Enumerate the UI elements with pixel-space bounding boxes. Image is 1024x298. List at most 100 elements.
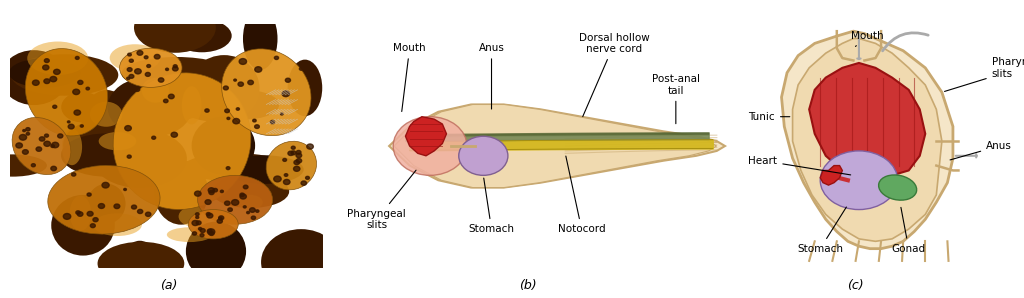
Circle shape: [301, 181, 306, 185]
Circle shape: [281, 113, 283, 115]
Ellipse shape: [118, 83, 215, 121]
Circle shape: [226, 167, 230, 170]
Text: (b): (b): [518, 279, 537, 292]
Circle shape: [294, 160, 300, 164]
Ellipse shape: [61, 92, 103, 122]
Circle shape: [27, 133, 30, 135]
Ellipse shape: [97, 242, 184, 285]
Circle shape: [247, 212, 250, 214]
Circle shape: [296, 150, 301, 154]
Ellipse shape: [211, 175, 289, 208]
Circle shape: [63, 213, 71, 219]
Circle shape: [296, 153, 302, 158]
Circle shape: [251, 216, 256, 219]
Circle shape: [164, 99, 168, 103]
Circle shape: [209, 232, 214, 235]
Circle shape: [145, 212, 151, 216]
Circle shape: [299, 67, 303, 70]
Circle shape: [284, 179, 290, 184]
Circle shape: [291, 146, 295, 149]
Ellipse shape: [288, 60, 323, 116]
Ellipse shape: [188, 209, 239, 239]
Circle shape: [76, 211, 80, 214]
Circle shape: [19, 134, 27, 140]
Circle shape: [220, 190, 223, 193]
Circle shape: [87, 193, 91, 196]
Ellipse shape: [182, 86, 202, 125]
Ellipse shape: [198, 175, 272, 224]
Circle shape: [173, 65, 177, 68]
Circle shape: [114, 204, 120, 209]
Circle shape: [291, 151, 296, 155]
Circle shape: [256, 210, 259, 212]
Circle shape: [159, 78, 164, 82]
Ellipse shape: [177, 86, 264, 122]
Circle shape: [155, 55, 160, 59]
Ellipse shape: [61, 129, 82, 165]
Circle shape: [231, 200, 239, 205]
Polygon shape: [394, 105, 717, 187]
Circle shape: [270, 120, 274, 124]
Circle shape: [240, 193, 245, 196]
Ellipse shape: [93, 129, 187, 188]
Ellipse shape: [225, 155, 304, 184]
Circle shape: [283, 159, 287, 162]
Circle shape: [213, 188, 217, 192]
Circle shape: [237, 108, 240, 110]
Circle shape: [135, 88, 139, 91]
Circle shape: [93, 218, 98, 222]
Circle shape: [77, 212, 83, 216]
Ellipse shape: [26, 49, 108, 136]
Circle shape: [250, 208, 255, 212]
Circle shape: [255, 125, 259, 128]
Circle shape: [209, 190, 214, 195]
Ellipse shape: [186, 222, 246, 281]
Circle shape: [127, 68, 132, 72]
Circle shape: [224, 201, 230, 205]
Circle shape: [68, 121, 70, 123]
Ellipse shape: [172, 19, 231, 52]
Ellipse shape: [1, 50, 68, 105]
Text: Pharyngeal
slits: Pharyngeal slits: [944, 57, 1024, 91]
Circle shape: [193, 221, 199, 226]
Circle shape: [80, 125, 83, 127]
Ellipse shape: [28, 41, 88, 75]
Text: Post-anal
tail: Post-anal tail: [652, 74, 699, 124]
Ellipse shape: [221, 49, 311, 136]
Circle shape: [200, 229, 205, 232]
Ellipse shape: [134, 2, 216, 53]
Circle shape: [207, 213, 213, 218]
Circle shape: [36, 147, 42, 151]
Circle shape: [39, 137, 45, 141]
Circle shape: [44, 79, 50, 83]
Circle shape: [193, 232, 197, 235]
Circle shape: [168, 94, 174, 99]
Text: Stomach: Stomach: [469, 178, 514, 234]
Circle shape: [305, 176, 309, 179]
Polygon shape: [820, 166, 843, 185]
Ellipse shape: [98, 132, 136, 150]
Circle shape: [51, 166, 56, 171]
Ellipse shape: [120, 48, 182, 87]
Ellipse shape: [60, 134, 153, 177]
Circle shape: [32, 164, 36, 167]
Circle shape: [294, 166, 300, 171]
Text: Dorsal hollow
nerve cord: Dorsal hollow nerve cord: [579, 32, 650, 117]
Text: Pharyngeal
slits: Pharyngeal slits: [347, 170, 416, 230]
Text: Tunic: Tunic: [749, 112, 790, 122]
Circle shape: [244, 206, 246, 208]
Circle shape: [205, 109, 209, 112]
Ellipse shape: [70, 196, 91, 231]
Ellipse shape: [178, 206, 210, 227]
Circle shape: [127, 155, 131, 158]
Circle shape: [26, 128, 30, 131]
Circle shape: [74, 110, 81, 115]
Circle shape: [273, 176, 282, 182]
Circle shape: [87, 211, 93, 216]
Circle shape: [90, 224, 95, 228]
Polygon shape: [406, 117, 446, 156]
Ellipse shape: [167, 227, 212, 242]
Circle shape: [127, 77, 130, 80]
Circle shape: [23, 150, 29, 154]
Ellipse shape: [191, 117, 255, 175]
